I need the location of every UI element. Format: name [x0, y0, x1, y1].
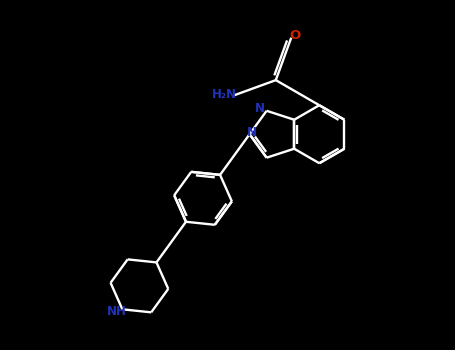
Text: NH: NH: [106, 305, 126, 318]
Text: H₂N: H₂N: [212, 88, 237, 101]
Text: N: N: [247, 126, 257, 139]
Text: N: N: [255, 102, 265, 115]
Text: O: O: [289, 29, 300, 42]
